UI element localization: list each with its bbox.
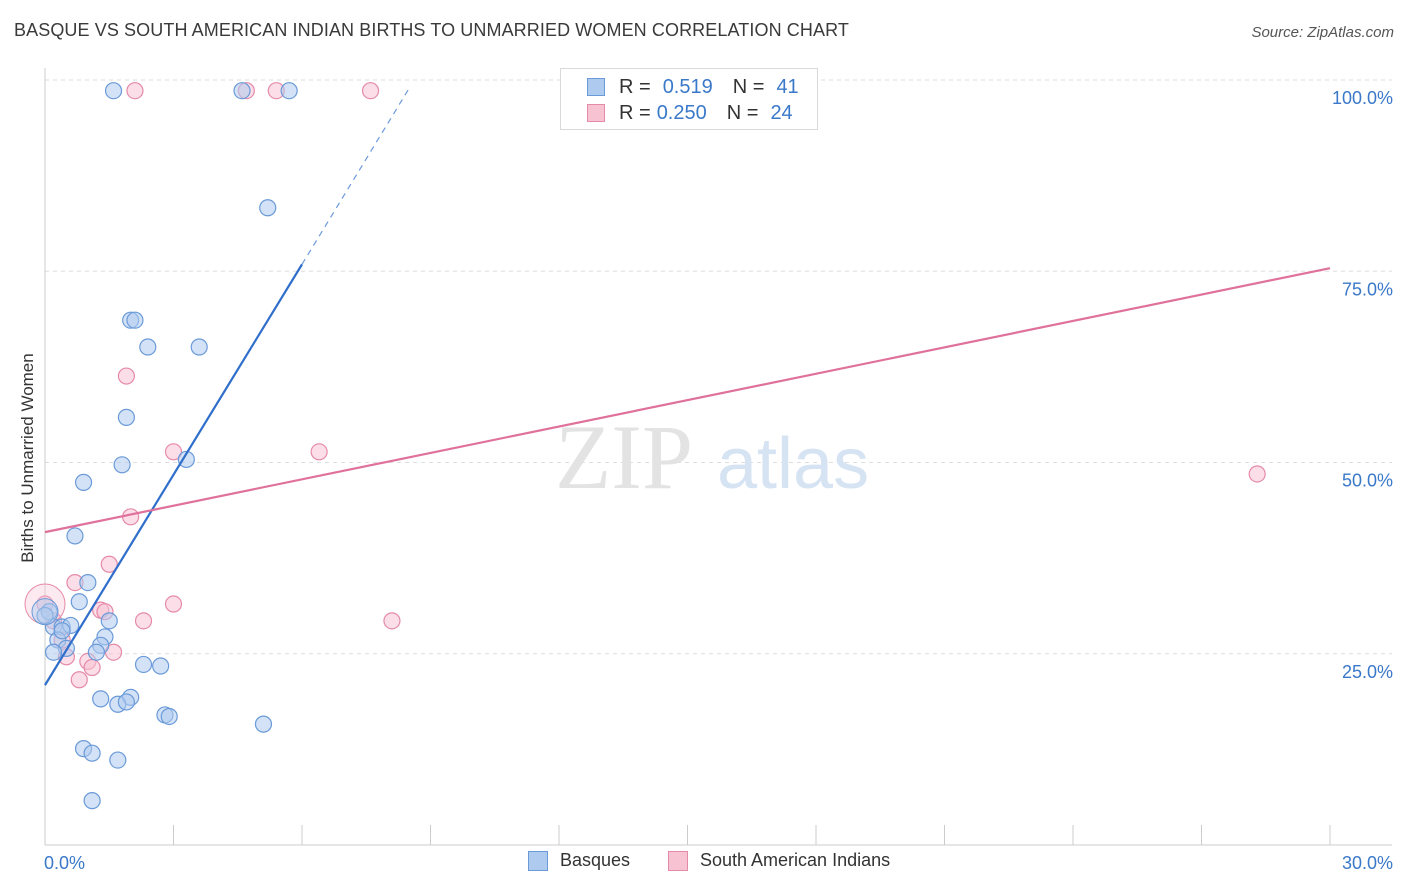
bottom-basques-label: Basques <box>560 850 631 870</box>
basque-point-19 <box>100 612 118 630</box>
sai-n-label: N = <box>726 101 759 124</box>
basques-r-label: R = <box>619 75 651 98</box>
basque-point-9 <box>113 456 131 474</box>
bottom-legend-sai: South American Indians <box>668 850 890 871</box>
basque-point-34 <box>254 715 273 733</box>
watermark-atlas: atlas <box>717 424 869 504</box>
sai-r-label: R = <box>619 101 651 124</box>
basques-trend-line <box>44 263 303 686</box>
basque-points <box>31 82 298 810</box>
basque-point-0 <box>104 82 123 100</box>
sai-point-5 <box>164 443 183 461</box>
basque-point-28 <box>92 690 110 708</box>
sai-point-7 <box>1248 465 1266 483</box>
basque-point-38 <box>83 792 101 810</box>
basques-n-value: 41 <box>776 75 799 98</box>
bottom-sai-label: South American Indians <box>700 850 891 870</box>
basque-point-40 <box>53 622 71 640</box>
y-tick-label-1: 50.0% <box>1342 471 1393 491</box>
correlation-legend: R = 0.519 N = 41 R = 0.250 N = 24 <box>560 68 818 130</box>
sai-trend-line <box>44 267 1331 534</box>
sai-point-8 <box>122 508 140 526</box>
x-tick-label-0: 0.0% <box>44 853 85 873</box>
basques-r-value: 0.519 <box>662 75 713 98</box>
basque-point-37 <box>109 751 127 769</box>
watermark-zip: ZIP <box>555 406 693 508</box>
basque-point-14 <box>70 593 88 611</box>
sai-point-0 <box>126 82 144 100</box>
sai-point-4 <box>117 367 135 385</box>
basque-point-large <box>31 598 59 626</box>
y-axis-label: Births to Unmarried Women <box>18 353 37 562</box>
sai-n-value: 24 <box>770 101 793 124</box>
basques-n-label: N = <box>732 75 765 98</box>
sai-point-14 <box>134 612 153 630</box>
grid-lines <box>45 79 1392 655</box>
basque-point-6 <box>139 338 157 356</box>
basque-point-25 <box>87 643 106 661</box>
legend-row-basques: R = 0.519 N = 41 <box>619 74 799 100</box>
y-tick-labels: 25.0% 50.0% 75.0% 100.0% <box>1332 88 1393 682</box>
basque-point-1 <box>233 82 251 100</box>
sai-points <box>24 82 1266 689</box>
basque-point-10 <box>177 450 195 469</box>
basque-point-33 <box>160 707 178 726</box>
bottom-basques-swatch <box>528 850 548 871</box>
sai-swatch <box>587 104 605 122</box>
basque-point-26 <box>134 655 153 674</box>
bottom-legend-basques: Basques <box>528 850 630 871</box>
trend-lines <box>44 88 1331 686</box>
basque-point-24 <box>44 643 63 661</box>
basque-point-39 <box>36 606 54 625</box>
sai-point-22 <box>70 671 88 689</box>
basques-swatch <box>587 78 605 96</box>
y-tick-label-2: 75.0% <box>1342 279 1393 299</box>
basque-point-31 <box>117 693 135 711</box>
x-tick-labels: 0.0% 30.0% <box>44 853 1393 873</box>
y-tick-label-0: 25.0% <box>1342 662 1393 682</box>
sai-point-6 <box>310 443 328 461</box>
sai-point-11 <box>164 595 183 613</box>
x-tick-label-1: 30.0% <box>1342 853 1393 873</box>
basque-point-36 <box>83 744 101 762</box>
basque-point-2 <box>280 82 298 100</box>
basque-point-3 <box>259 199 277 217</box>
sai-point-3 <box>361 82 380 100</box>
basque-point-27 <box>152 657 170 675</box>
source-label: Source: ZipAtlas.com <box>1251 24 1394 41</box>
basque-point-7 <box>190 338 208 356</box>
sai-point-9 <box>100 555 118 573</box>
basque-point-5 <box>126 311 144 329</box>
sai-point-15 <box>383 612 401 630</box>
chart-title: BASQUE VS SOUTH AMERICAN INDIAN BIRTHS T… <box>14 20 849 40</box>
axes <box>44 68 1392 846</box>
basque-point-13 <box>79 574 97 592</box>
bottom-sai-swatch <box>668 850 688 871</box>
basque-point-12 <box>66 527 84 545</box>
basques-trend-extension <box>301 88 410 265</box>
basque-point-8 <box>117 408 135 426</box>
sai-r-value: 0.250 <box>656 101 707 124</box>
legend-row-sai: R = 0.250 N = 24 <box>619 100 793 126</box>
sai-point-21 <box>83 658 101 677</box>
y-tick-label-3: 100.0% <box>1332 88 1393 108</box>
basque-point-11 <box>74 473 93 491</box>
